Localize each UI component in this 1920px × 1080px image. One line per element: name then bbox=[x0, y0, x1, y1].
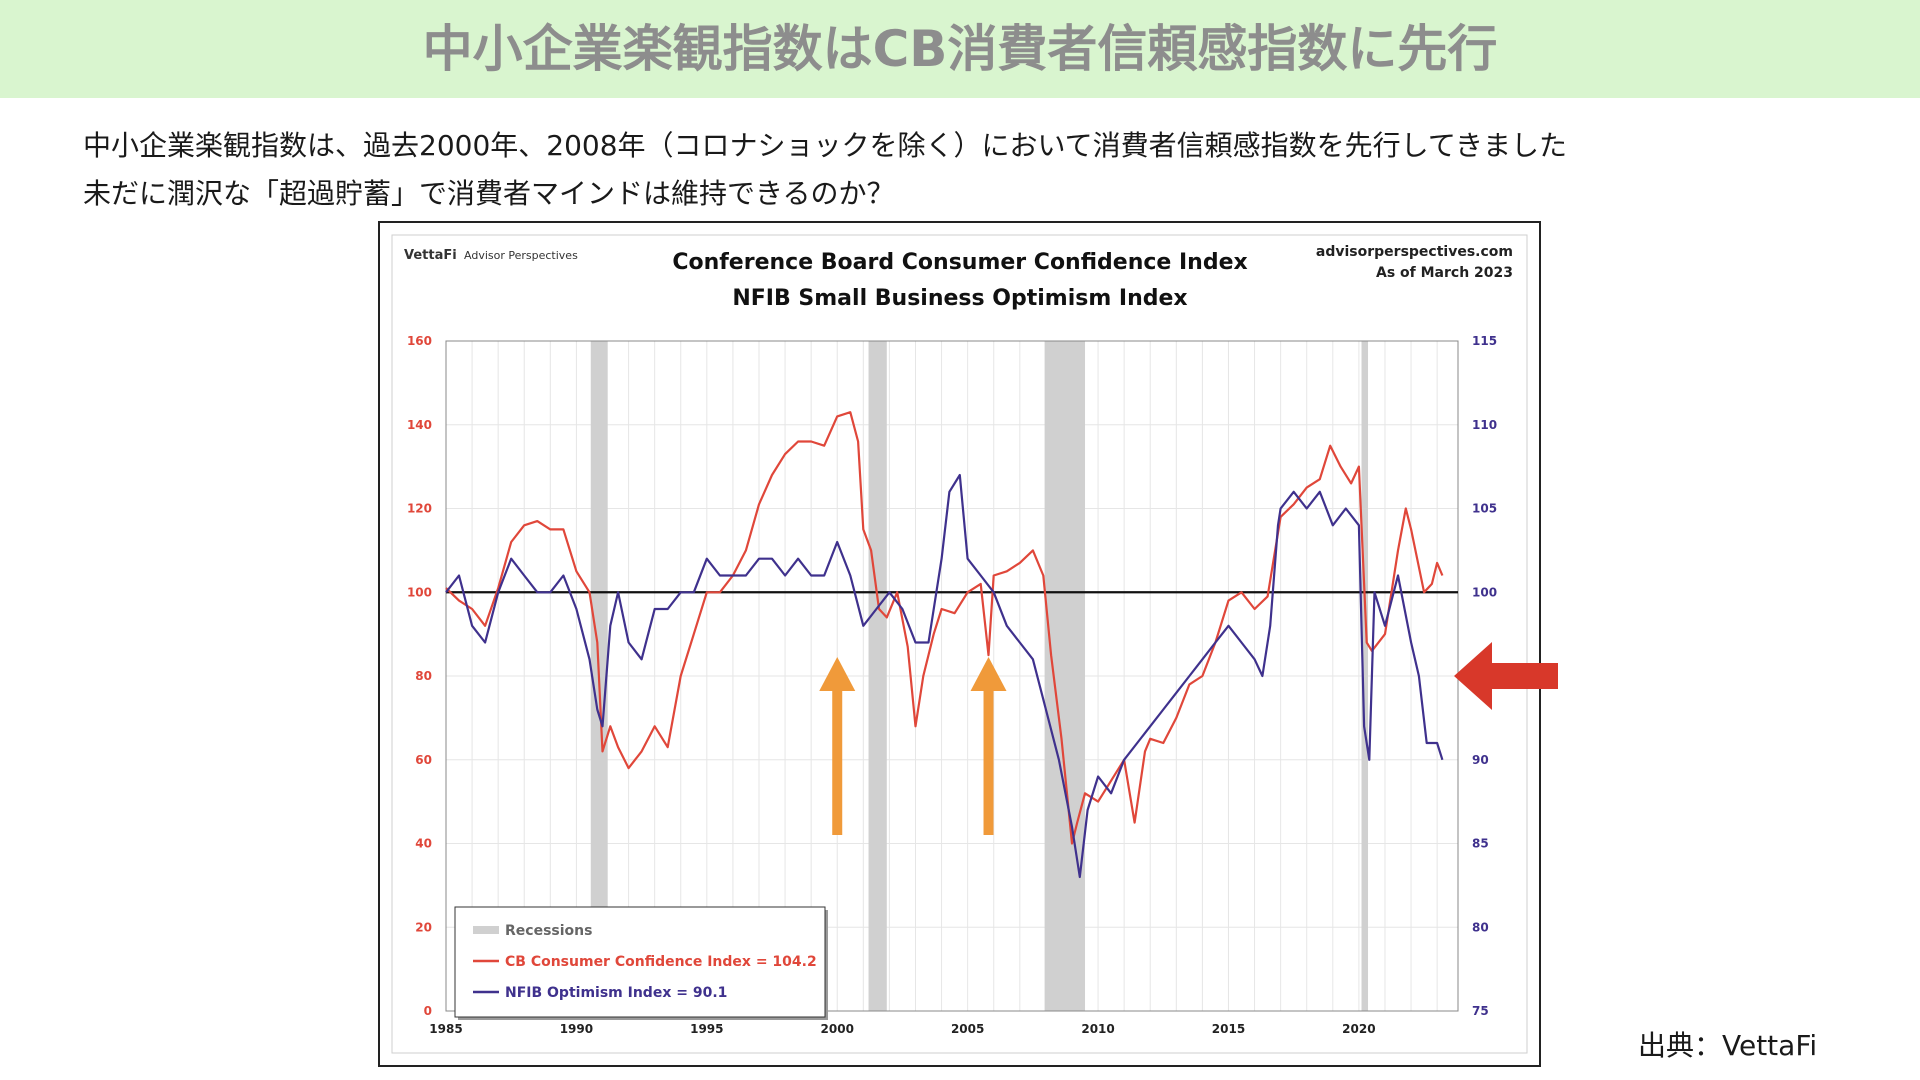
arrow-head bbox=[970, 657, 1007, 691]
y-right-tick-label: 100 bbox=[1472, 585, 1497, 599]
y-left-tick-label: 100 bbox=[407, 585, 432, 599]
source-label: 出典：VettaFi bbox=[1638, 1029, 1818, 1062]
legend-label-nfib: NFIB Optimism Index = 90.1 bbox=[505, 985, 727, 1001]
y-right-tick-label: 105 bbox=[1472, 502, 1497, 516]
x-tick-label: 2010 bbox=[1081, 1022, 1114, 1036]
x-tick-label: 2020 bbox=[1342, 1022, 1375, 1036]
chart-title: Conference Board Consumer Confidence Ind… bbox=[672, 250, 1247, 275]
y-right-tick-label: 85 bbox=[1472, 837, 1489, 851]
chart-site: advisorperspectives.com bbox=[1316, 244, 1513, 260]
y-right-tick-label: 90 bbox=[1472, 753, 1489, 767]
orange-up-arrow-icon bbox=[970, 657, 1007, 835]
y-left-tick-label: 40 bbox=[415, 837, 432, 851]
y-right-tick-label: 115 bbox=[1472, 334, 1497, 348]
chart-frame: VettaFi Advisor Perspectives Conference Bo… bbox=[378, 221, 1541, 1067]
y-right-tick-label: 75 bbox=[1472, 1004, 1489, 1018]
recession-band bbox=[1361, 341, 1369, 1011]
x-tick-label: 1995 bbox=[690, 1022, 723, 1036]
header-banner: 中小企業楽観指数はCB消費者信頼感指数に先行 bbox=[0, 0, 1920, 98]
x-tick-label: 2005 bbox=[951, 1022, 984, 1036]
x-tick-label: 2000 bbox=[821, 1022, 854, 1036]
y-left-tick-label: 60 bbox=[415, 753, 432, 767]
y-left-tick-label: 160 bbox=[407, 334, 432, 348]
arrow-shaft bbox=[832, 683, 843, 835]
chart-subtitle: NFIB Small Business Optimism Index bbox=[732, 286, 1187, 311]
series-nfib-line bbox=[445, 473, 1444, 879]
brand-sub: Advisor Perspectives bbox=[464, 249, 578, 262]
description-line-2: 未だに潤沢な「超過貯蓄」で消費者マインドは維持できるのか？ bbox=[83, 177, 895, 210]
chart-svg: VettaFi Advisor Perspectives Conference Bo… bbox=[391, 234, 1528, 1054]
y-left-tick-label: 0 bbox=[424, 1004, 432, 1018]
legend-box bbox=[454, 906, 826, 1018]
legend-label-cb: CB Consumer Confidence Index = 104.2 bbox=[505, 954, 817, 970]
y-right-tick-label: 110 bbox=[1472, 418, 1497, 432]
y-left-tick-label: 20 bbox=[415, 920, 432, 934]
y-left-tick-label: 120 bbox=[407, 502, 432, 516]
y-left-tick-label: 140 bbox=[407, 418, 432, 432]
legend-swatch-recession bbox=[473, 926, 499, 934]
description-line-1: 中小企業楽観指数は、過去2000年、2008年（コロナショックを除く）において消… bbox=[83, 129, 1568, 162]
recession-band bbox=[868, 341, 887, 1011]
legend-label-recessions: Recessions bbox=[505, 923, 592, 939]
arrow-shaft bbox=[983, 683, 994, 835]
chart-inner-border bbox=[391, 234, 1528, 1054]
y-left-tick-label: 80 bbox=[415, 669, 432, 683]
recession-band bbox=[1044, 341, 1086, 1011]
red-left-arrow-icon bbox=[1454, 642, 1558, 710]
orange-up-arrow-icon bbox=[819, 657, 856, 835]
page-title: 中小企業楽観指数はCB消費者信頼感指数に先行 bbox=[422, 20, 1498, 78]
brand-logo: VettaFi bbox=[404, 248, 457, 263]
chart-as-of: As of March 2023 bbox=[1376, 265, 1513, 281]
x-tick-label: 1990 bbox=[560, 1022, 593, 1036]
y-right-tick-label: 80 bbox=[1472, 920, 1489, 934]
arrow-head bbox=[819, 657, 856, 691]
x-tick-label: 2015 bbox=[1212, 1022, 1245, 1036]
x-tick-label: 1985 bbox=[429, 1022, 462, 1036]
series-cb-line bbox=[445, 411, 1444, 845]
